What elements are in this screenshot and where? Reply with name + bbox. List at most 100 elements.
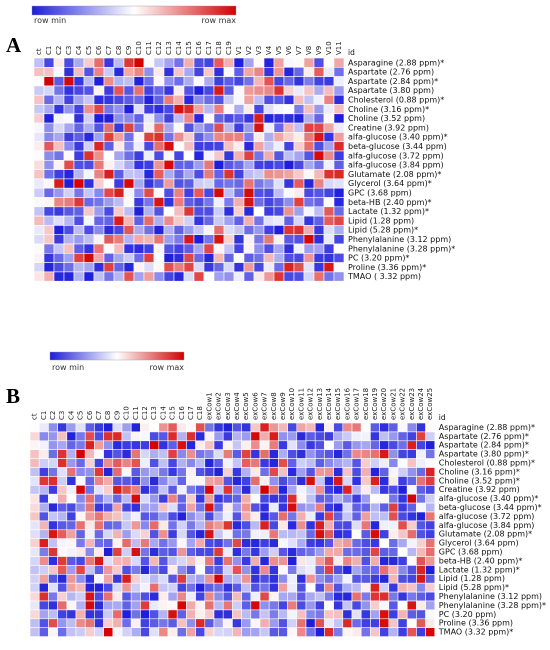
column-label: V11 (335, 41, 343, 55)
heatmap-cell (94, 449, 104, 459)
heatmap-cell (204, 591, 215, 602)
heatmap-cell (167, 565, 178, 575)
heatmap-cell (296, 502, 307, 513)
heatmap-cell (103, 169, 115, 180)
heatmap-cell (416, 440, 426, 450)
heatmap-cell (293, 122, 305, 133)
heatmap-cell (360, 449, 371, 459)
heatmap-cell (425, 476, 436, 486)
heatmap-cell (259, 547, 270, 557)
heatmap-cell (296, 627, 307, 637)
heatmap-cell (140, 556, 150, 566)
heatmap-cell (48, 547, 58, 557)
heatmap-cell (158, 538, 169, 548)
heatmap-cell (233, 141, 245, 152)
heatmap-cell (425, 547, 436, 557)
heatmap-cell (370, 618, 380, 628)
heatmap-cell (103, 547, 114, 557)
heatmap-cell (223, 132, 235, 142)
heatmap-cell (149, 627, 160, 637)
heatmap-cell (121, 529, 132, 539)
heatmap-cell (293, 150, 305, 161)
heatmap-cell (163, 113, 175, 124)
heatmap-cell (333, 582, 344, 593)
row-label: Phenylalanine (3.28 ppm)* (348, 244, 455, 253)
heatmap-cell (203, 262, 215, 273)
heatmap-cell (333, 627, 344, 637)
heatmap-cell (360, 493, 371, 504)
heatmap-cell (112, 493, 123, 504)
heatmap-cell (113, 187, 125, 198)
heatmap-cell (323, 141, 335, 152)
heatmap-cell (213, 57, 225, 68)
column-label: exCow8 (270, 392, 278, 420)
heatmap-cell (342, 627, 353, 637)
heatmap-cell (29, 449, 40, 459)
heatmap-cell (143, 132, 155, 142)
heatmap-cell (241, 467, 252, 477)
heatmap-cell (94, 565, 104, 575)
heatmap-cell (94, 422, 104, 433)
heatmap-cell (324, 476, 334, 486)
heatmap-cell (233, 187, 245, 198)
heatmap-cell (153, 141, 165, 152)
heatmap-cell (133, 197, 145, 208)
heatmap-cell (204, 502, 215, 513)
row-label: Asparagine (2.88 ppm)* (348, 58, 444, 67)
heatmap-cell (250, 422, 261, 433)
heatmap-cell (273, 57, 285, 68)
heatmap-cell (283, 150, 295, 161)
heatmap-cell (268, 591, 279, 602)
heatmap-cell (397, 502, 408, 513)
heatmap-cell (243, 57, 255, 68)
heatmap-cell (203, 206, 215, 217)
heatmap-cell (140, 493, 150, 504)
heatmap-cell (360, 440, 371, 450)
heatmap-cell (324, 609, 334, 620)
heatmap-cell (66, 529, 77, 539)
heatmap-cell (250, 502, 261, 513)
heatmap-cell (223, 197, 235, 208)
heatmap-cell (233, 262, 245, 273)
heatmap-cell (223, 206, 235, 217)
heatmap-cell (250, 618, 261, 628)
heatmap-cell (253, 150, 265, 161)
heatmap-cell (121, 582, 132, 593)
row-label: Aspartate (2.84 ppm)* (348, 77, 438, 86)
heatmap-cell (43, 132, 55, 142)
heatmap-cell (314, 458, 325, 468)
heatmap-cell (103, 556, 114, 566)
heatmap-cell (57, 520, 68, 531)
heatmap-cell (167, 449, 178, 459)
heatmap-cell (283, 113, 295, 124)
heatmap-cell (83, 178, 95, 189)
heatmap-cell (133, 160, 145, 170)
heatmap-cell (143, 169, 155, 180)
heatmap-cell (360, 609, 371, 620)
heatmap-cell (232, 467, 242, 477)
heatmap-cell (130, 627, 141, 637)
heatmap-cell (397, 609, 408, 620)
heatmap-cell (143, 197, 155, 208)
heatmap-cell (370, 422, 380, 433)
heatmap-cell (379, 431, 390, 442)
heatmap-cell (333, 57, 345, 68)
column-label: C8 (115, 46, 123, 55)
heatmap-cell (63, 113, 75, 124)
column-label: exCow14 (325, 387, 333, 420)
heatmap-cell (370, 600, 380, 611)
heatmap-cell (143, 85, 155, 96)
heatmap-cell (176, 582, 187, 593)
heatmap-cell (133, 187, 145, 198)
heatmap-cell (195, 502, 206, 513)
heatmap-cell (48, 458, 58, 468)
heatmap-cell (213, 234, 225, 245)
heatmap-cell (112, 467, 123, 477)
heatmap-cell (313, 104, 325, 115)
heatmap-cell (173, 150, 185, 161)
heatmap-cell (388, 502, 399, 513)
heatmap-cell (333, 511, 344, 522)
heatmap-cell (195, 467, 206, 477)
heatmap-cell (33, 271, 45, 282)
row-label: Choline (3.16 ppm)* (439, 467, 520, 476)
